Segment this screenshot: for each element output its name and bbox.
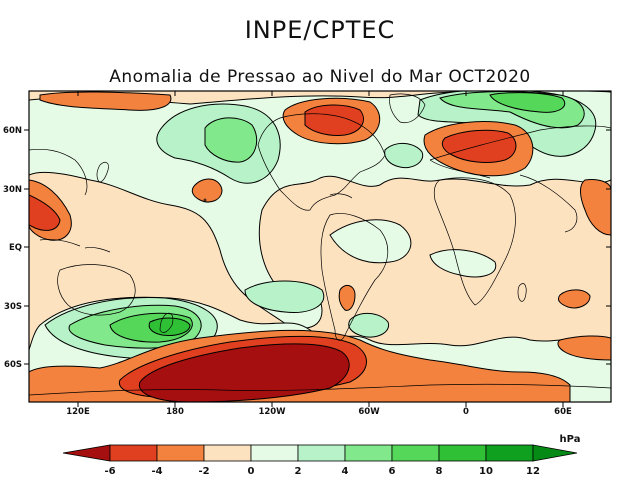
- colorbar-swatch-m2-0: [203, 444, 252, 462]
- region-pos-6-8-natl: [489, 92, 566, 113]
- region-neg-4-6-europe: [441, 129, 517, 163]
- lon-label-120e: 120E: [66, 407, 90, 417]
- agency-title: INPE/CPTEC: [245, 16, 396, 44]
- lat-label-30s: 30S: [4, 302, 22, 312]
- colorbar-label: -4: [151, 466, 162, 477]
- colorbar-label: 8: [436, 466, 443, 477]
- colorbar-swatch-10-12: [485, 444, 534, 462]
- colorbar-label: -6: [104, 466, 115, 477]
- colorbar: [62, 444, 578, 462]
- lon-label-180: 180: [166, 407, 184, 417]
- colorbar-swatch-8-10: [438, 444, 487, 462]
- colorbar-swatch-6-8: [391, 444, 440, 462]
- region-neg-2-4-saus: [557, 335, 611, 361]
- colorbar-arrow-low: [62, 444, 111, 462]
- colorbar-label: 0: [248, 466, 255, 477]
- map-title: Anomalia de Pressao ao Nivel do Mar OCT2…: [109, 67, 530, 87]
- region-neg-4-6-canada: [304, 104, 364, 136]
- lon-label-60w: 60W: [358, 407, 380, 417]
- lon-label-120w: 120W: [258, 407, 286, 417]
- lat-axis: 60N 30N EQ 30S 60S: [3, 126, 611, 370]
- colorbar-swatch-0-2: [250, 444, 299, 462]
- lon-label-60e: 60E: [554, 407, 572, 417]
- colorbar-swatch-4-6: [344, 444, 393, 462]
- colorbar-swatch-2-4: [297, 444, 346, 462]
- region-pos-2-4-sind: [348, 313, 390, 338]
- coastlines: [29, 93, 611, 396]
- colorbar-swatch-m6-m4: [109, 444, 158, 462]
- lat-label-eq: EQ: [9, 243, 22, 253]
- lon-label-0: 0: [463, 407, 469, 417]
- lon-axis: 120E 180 120W 60W 0 60E: [66, 91, 572, 417]
- lat-label-60n: 60N: [3, 126, 22, 136]
- anomaly-field: [29, 91, 611, 402]
- region-neg-2-4-nasia: [39, 91, 172, 111]
- region-pos-8-10-spac: [148, 317, 191, 336]
- region-pos-0-2-tropics: [329, 219, 412, 264]
- region-pos-2-4-satl: [244, 280, 325, 314]
- colorbar-label: 10: [479, 466, 493, 477]
- colorbar-arrow-high: [532, 444, 578, 462]
- region-neg-2-4-npac-small: [191, 178, 223, 203]
- region-pos-0-2-africa: [429, 249, 497, 278]
- colorbar-label: 12: [526, 466, 540, 477]
- region-neg-4-6-wpac: [29, 194, 61, 231]
- region-pos-2-4-europe: [384, 143, 424, 169]
- colorbar-swatch-m4-m2: [156, 444, 205, 462]
- colorbar-label: 6: [389, 466, 396, 477]
- region-neg-2-4-indian: [580, 179, 611, 236]
- colorbar-label: -2: [198, 466, 209, 477]
- colorbar-labels: -6 -4 -2 0 2 4 6 8 10 12: [104, 466, 540, 477]
- lat-label-60s: 60S: [4, 360, 22, 370]
- colorbar-label: 2: [295, 466, 302, 477]
- lat-label-30n: 30N: [3, 185, 22, 195]
- colorbar-label: 4: [342, 466, 349, 477]
- colorbar-unit: hPa: [560, 434, 581, 445]
- region-neg-2-4-sam: [338, 284, 356, 311]
- region-neg-2-4-sind: [557, 289, 591, 309]
- region-pos-4-6-npac: [204, 117, 258, 163]
